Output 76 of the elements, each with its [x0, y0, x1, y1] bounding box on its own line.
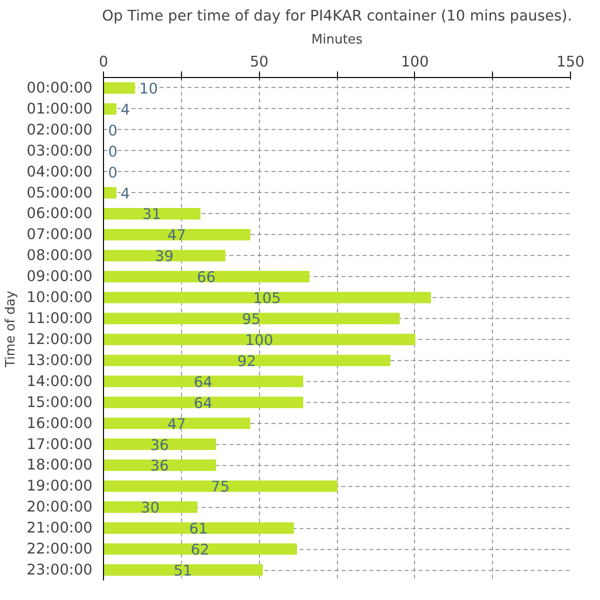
data-label: 30 — [140, 500, 160, 517]
data-label: 31 — [142, 206, 162, 224]
y-axis-title: Time of day — [4, 290, 19, 368]
data-label: 10 — [139, 80, 158, 98]
data-label: 47 — [167, 416, 186, 433]
bar — [104, 292, 431, 304]
x-tick-label: 50 — [250, 54, 268, 70]
data-label: 66 — [196, 269, 216, 286]
bar — [104, 480, 338, 492]
y-tick-label: 04:00:00 — [26, 163, 93, 180]
data-label: 61 — [189, 520, 208, 538]
bar — [104, 543, 298, 555]
y-tick-label: 22:00:00 — [26, 540, 93, 558]
x-tick-label: 100 — [400, 54, 429, 70]
bar — [104, 376, 304, 388]
bar — [104, 522, 294, 534]
data-label: 64 — [194, 374, 212, 391]
bar — [104, 354, 390, 366]
y-tick-label: 23:00:00 — [26, 562, 93, 579]
bar — [104, 501, 198, 513]
data-label: 36 — [150, 436, 169, 454]
bar — [104, 418, 250, 430]
data-label: 4 — [120, 185, 130, 202]
bar — [104, 228, 250, 240]
y-tick-label: 00:00:00 — [26, 79, 93, 96]
y-tick-label: 06:00:00 — [26, 205, 93, 222]
y-tick-label: 17:00:00 — [26, 436, 93, 453]
bar — [104, 270, 310, 282]
bar — [104, 564, 263, 576]
data-label: 0 — [108, 143, 118, 160]
data-label: 0 — [108, 122, 118, 140]
data-label: 75 — [210, 478, 230, 496]
data-label: 100 — [245, 332, 274, 349]
x-tick-label: 0 — [98, 54, 108, 70]
bar — [104, 208, 201, 220]
data-label: 36 — [150, 458, 169, 475]
bar — [104, 187, 116, 199]
data-label: 39 — [154, 248, 174, 266]
data-label: 105 — [252, 290, 281, 308]
y-tick-label: 10:00:00 — [26, 289, 93, 306]
y-tick-label: 21:00:00 — [26, 520, 93, 537]
data-label: 92 — [237, 352, 256, 370]
y-tick-label: 20:00:00 — [26, 498, 93, 516]
bar — [104, 334, 416, 346]
data-label: 95 — [242, 311, 261, 328]
y-tick-label: 15:00:00 — [26, 394, 93, 411]
bar — [104, 396, 304, 408]
x-tick-label: 150 — [556, 54, 584, 70]
y-tick-label: 18:00:00 — [26, 456, 93, 474]
y-tick-label: 08:00:00 — [26, 247, 93, 264]
data-label: 51 — [174, 562, 192, 580]
y-tick-label: 05:00:00 — [26, 184, 93, 202]
y-tick-label: 19:00:00 — [26, 478, 93, 495]
x-axis-title: Minutes — [311, 32, 363, 48]
y-tick-label: 16:00:00 — [26, 414, 93, 432]
bar — [104, 82, 136, 94]
y-tick-label: 01:00:00 — [26, 100, 93, 118]
data-label: 64 — [194, 394, 212, 412]
bar — [104, 103, 116, 115]
y-tick-label: 14:00:00 — [26, 372, 93, 390]
y-tick-label: 13:00:00 — [26, 352, 93, 369]
data-label: 47 — [167, 227, 186, 244]
y-tick-label: 02:00:00 — [26, 121, 93, 138]
data-label: 62 — [190, 542, 210, 559]
y-tick-label: 11:00:00 — [26, 310, 93, 328]
bar — [104, 438, 216, 450]
y-tick-label: 03:00:00 — [26, 142, 93, 160]
bar — [104, 250, 226, 262]
bar — [104, 312, 400, 324]
y-tick-label: 09:00:00 — [26, 268, 93, 286]
y-tick-label: 07:00:00 — [26, 226, 93, 244]
data-label: 0 — [108, 164, 118, 182]
chart-title: Op Time per time of day for PI4KAR container (10 mins pauses). — [102, 8, 572, 24]
data-label: 4 — [120, 101, 130, 118]
y-tick-label: 12:00:00 — [26, 330, 93, 348]
bar — [104, 459, 216, 471]
